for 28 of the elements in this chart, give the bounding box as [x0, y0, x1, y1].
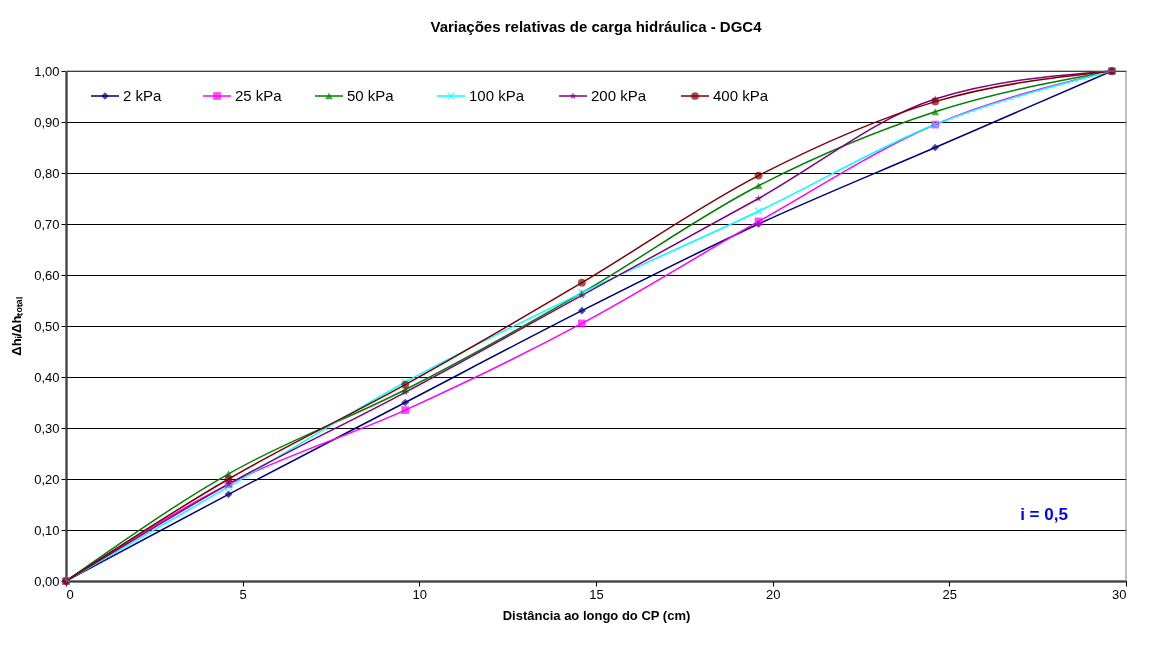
legend-label: 2 kPa [123, 87, 163, 104]
legend-label: 200 kPa [591, 87, 647, 104]
y-tick-label: 0,20 [34, 471, 60, 487]
annotation: i = 0,5 [1020, 505, 1068, 524]
y-tick-label: 0,00 [34, 573, 60, 589]
x-tick-label: 25 [942, 586, 958, 602]
y-tick-label: 0,10 [34, 522, 60, 538]
y-tick-label: 0,50 [34, 318, 60, 334]
x-tick-label: 30 [1112, 586, 1127, 602]
y-tick-label: 0,30 [34, 420, 60, 436]
legend-label: 50 kPa [347, 87, 395, 104]
y-tick-label: 1,00 [34, 63, 60, 79]
x-axis-title: Distância ao longo do CP (cm) [502, 607, 691, 623]
y-tick-label: 0,80 [34, 165, 60, 181]
x-tick-label: 10 [412, 586, 428, 602]
legend-label: 400 kPa [713, 87, 769, 104]
y-tick-label: 0,90 [34, 114, 60, 130]
y-axis-title: Δhᵢ/Δhₜₒₜₐₗ [9, 297, 25, 356]
y-tick-label: 0,70 [34, 216, 60, 232]
y-tick-label: 0,40 [34, 369, 60, 385]
legend-label: 100 kPa [469, 87, 525, 104]
x-tick-label: 15 [589, 586, 604, 602]
legend-label: 25 kPa [235, 87, 283, 104]
x-tick-label: 20 [765, 586, 781, 602]
y-tick-label: 0,60 [34, 267, 60, 283]
x-tick-label: 0 [66, 586, 74, 602]
x-tick-label: 5 [239, 586, 247, 602]
chart-title: Variações relativas de carga hidráulica - DGC4 [430, 18, 763, 35]
